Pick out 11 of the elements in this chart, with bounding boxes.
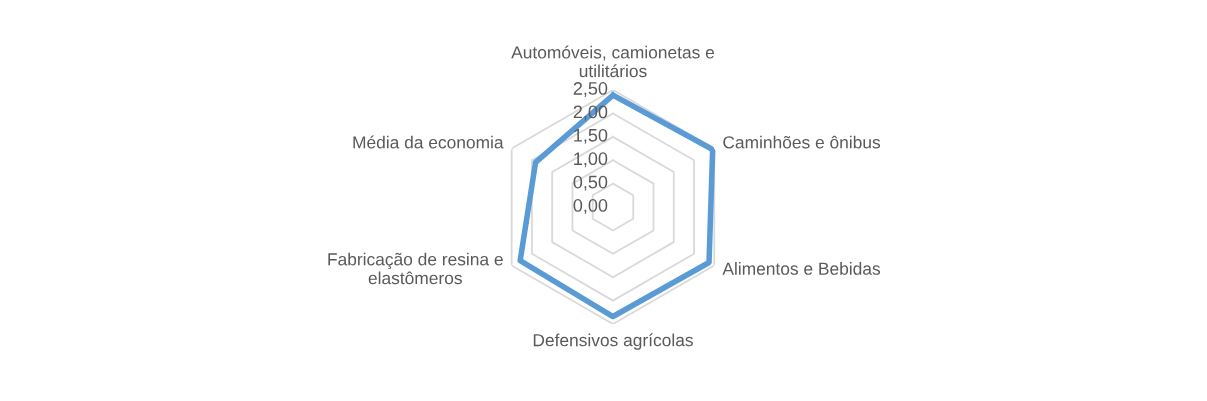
y-tick-label: 1,00	[574, 152, 608, 168]
spoke-label: Média da economia	[353, 135, 504, 149]
y-tick-label: 0,00	[573, 199, 608, 214]
y-tick-label: 2,50	[573, 82, 608, 97]
y-tick-label: 1,50	[574, 128, 608, 144]
spoke-label: Alimentos e Bebidas	[722, 262, 881, 275]
spoke-label: Automóveis, camionetas e utilitários	[511, 45, 715, 78]
spoke-label: Fabricação de resina e elastômeros	[328, 252, 503, 285]
spoke-label: Caminhões e ônibus	[723, 135, 881, 149]
spoke-label: Defensivos agrícolas	[533, 333, 693, 350]
y-tick-label: 0,50	[573, 175, 608, 191]
